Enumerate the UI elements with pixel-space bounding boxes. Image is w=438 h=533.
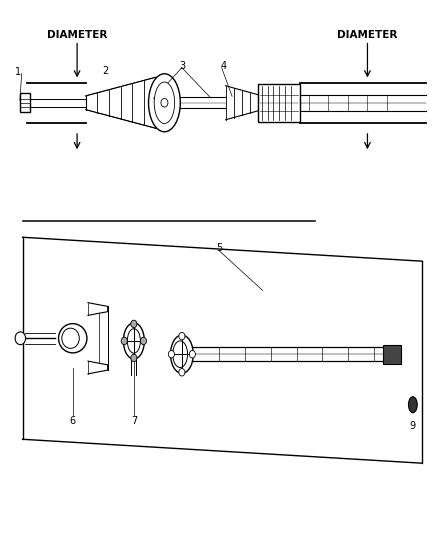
Ellipse shape [127, 329, 141, 353]
Text: 5: 5 [216, 243, 222, 253]
Text: 4: 4 [220, 61, 226, 70]
Text: DIAMETER: DIAMETER [47, 30, 107, 41]
Circle shape [161, 99, 168, 107]
Text: 1: 1 [15, 68, 21, 77]
Circle shape [168, 351, 174, 358]
Text: 7: 7 [131, 416, 137, 426]
Text: DIAMETER: DIAMETER [337, 30, 398, 41]
Circle shape [131, 354, 137, 362]
Ellipse shape [59, 324, 87, 353]
Text: 2: 2 [102, 66, 109, 76]
Ellipse shape [154, 82, 175, 124]
Circle shape [131, 320, 137, 328]
FancyBboxPatch shape [20, 93, 29, 112]
Text: 9: 9 [410, 421, 416, 431]
Ellipse shape [62, 328, 79, 349]
Ellipse shape [124, 323, 145, 359]
Circle shape [179, 368, 185, 376]
Ellipse shape [170, 335, 193, 373]
Text: 6: 6 [70, 416, 76, 426]
Circle shape [189, 351, 195, 358]
Text: 3: 3 [179, 61, 185, 70]
Ellipse shape [148, 74, 180, 132]
Circle shape [121, 337, 127, 345]
Circle shape [141, 337, 147, 345]
Ellipse shape [409, 397, 417, 413]
Circle shape [15, 332, 25, 345]
Circle shape [179, 333, 185, 340]
FancyBboxPatch shape [258, 84, 300, 122]
FancyBboxPatch shape [383, 344, 401, 364]
Ellipse shape [173, 341, 187, 368]
